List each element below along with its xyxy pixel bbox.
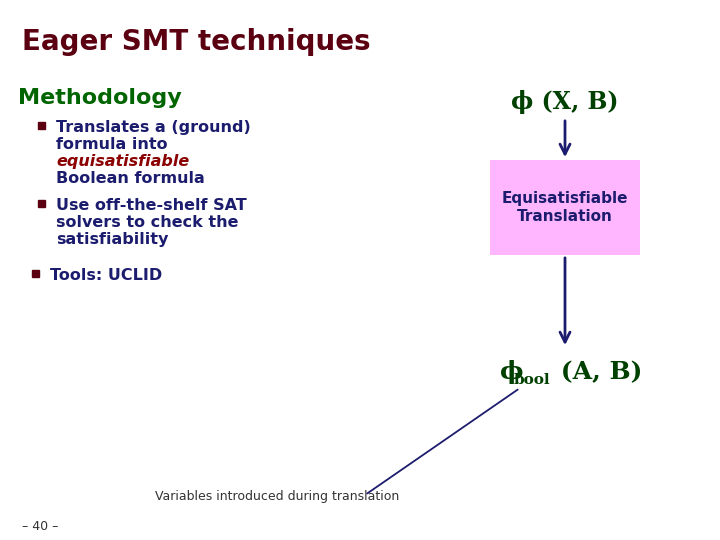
- Text: Variables introduced during translation: Variables introduced during translation: [155, 490, 400, 503]
- Text: Tools: UCLID: Tools: UCLID: [50, 268, 162, 283]
- Text: (A, B): (A, B): [552, 360, 642, 384]
- Text: solvers to check the: solvers to check the: [56, 215, 238, 230]
- Text: Boolean formula: Boolean formula: [56, 171, 204, 186]
- Text: formula into: formula into: [56, 137, 168, 152]
- Text: – 40 –: – 40 –: [22, 520, 58, 533]
- Text: Eager SMT techniques: Eager SMT techniques: [22, 28, 371, 56]
- Text: satisfiability: satisfiability: [56, 232, 168, 247]
- Bar: [32, 270, 39, 277]
- Text: Use off-the-shelf SAT: Use off-the-shelf SAT: [56, 198, 247, 213]
- Text: ϕ (X, B): ϕ (X, B): [511, 90, 618, 114]
- Text: Equisatisfiable
Translation: Equisatisfiable Translation: [502, 191, 629, 224]
- Text: bool: bool: [514, 373, 551, 387]
- Bar: [38, 122, 45, 129]
- Text: equisatisfiable: equisatisfiable: [56, 154, 189, 169]
- Text: ϕ: ϕ: [500, 360, 523, 384]
- Text: Methodology: Methodology: [18, 88, 181, 108]
- Bar: [490, 160, 640, 255]
- Bar: [38, 200, 45, 207]
- Text: Translates a (ground): Translates a (ground): [56, 120, 251, 135]
